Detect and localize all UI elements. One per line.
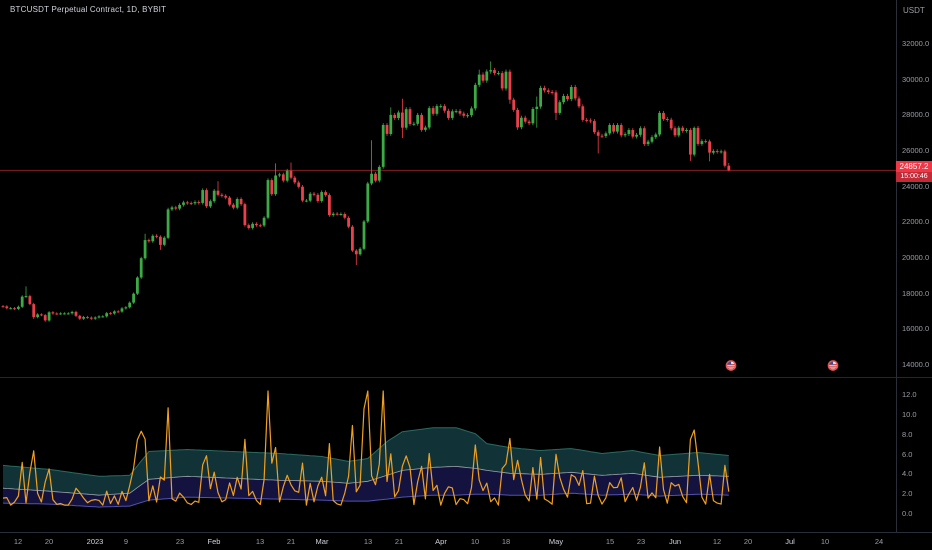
oscillator-line	[2, 390, 730, 506]
price-axis[interactable]: USDT 32000.0 30000.0 28000.0 26000.0 24000.0…	[896, 0, 932, 532]
time-tick-label: 20	[44, 537, 54, 546]
time-tick-label: Jul	[785, 537, 795, 546]
band-fill-upper	[3, 427, 729, 496]
time-tick-label: 18	[501, 537, 511, 546]
time-tick-label: 20	[743, 537, 753, 546]
price-tick-label: 32000.0	[902, 39, 930, 48]
time-tick-label: May	[548, 537, 564, 546]
us-economic-event-flag[interactable]	[725, 360, 737, 371]
band-middle-line	[2, 465, 729, 496]
time-tick-label: 24	[874, 537, 884, 546]
price-tick-label: 20000.0	[902, 253, 930, 262]
time-tick-label: 12	[712, 537, 722, 546]
indicator-tick-label: 12.0	[902, 390, 917, 399]
time-tick-label: 9	[123, 537, 129, 546]
last-price-label: 24857.2 15:00:46	[896, 161, 932, 182]
time-tick-label: Feb	[207, 537, 221, 546]
time-tick-label: 21	[394, 537, 404, 546]
volatility-indicator-pane	[2, 390, 730, 508]
time-tick-label: 10	[470, 537, 480, 546]
time-tick-label: 23	[175, 537, 185, 546]
indicator-tick-label: 2.0	[902, 489, 913, 498]
time-tick-label: Apr	[435, 537, 447, 546]
price-tick-label: 30000.0	[902, 75, 930, 84]
indicator-tick-label: 6.0	[902, 450, 913, 459]
band-lower-line	[2, 492, 729, 508]
time-tick-label: 13	[363, 537, 373, 546]
time-tick-label: 13	[255, 537, 265, 546]
price-tick-label: 26000.0	[902, 146, 930, 155]
time-tick-label: 2023	[86, 537, 104, 546]
band-upper-line	[2, 427, 729, 477]
indicator-tick-label: 0.0	[902, 509, 913, 518]
price-tick-label: 18000.0	[902, 289, 930, 298]
candlestick-series	[1, 61, 731, 322]
indicator-tick-label: 8.0	[902, 430, 913, 439]
chart-svg	[0, 61, 896, 508]
time-tick-label: 10	[820, 537, 830, 546]
time-tick-label: Mar	[315, 537, 329, 546]
indicator-tick-label: 10.0	[902, 410, 917, 419]
indicator-tick-label: 4.0	[902, 469, 913, 478]
price-tick-label: 28000.0	[902, 110, 930, 119]
time-tick-label: 12	[13, 537, 23, 546]
time-tick-label: 15	[605, 537, 615, 546]
price-tick-label: 16000.0	[902, 324, 930, 333]
time-tick-label: 23	[636, 537, 646, 546]
symbol-title[interactable]: BTCUSDT Perpetual Contract, 1D, BYBIT	[10, 5, 167, 14]
bar-countdown-timer: 15:00:46	[896, 172, 932, 182]
time-axis[interactable]: 12 20 2023 9 23 Feb 13 21 Mar 13 21 Apr 10 18 May 15 23 J…	[0, 532, 932, 550]
currency-label: USDT	[903, 6, 925, 15]
pane-divider[interactable]	[0, 377, 932, 378]
main-chart-canvas[interactable]	[0, 0, 896, 532]
price-tick-label: 24000.0	[902, 182, 930, 191]
last-price-value: 24857.2	[896, 161, 932, 172]
price-tick-label: 22000.0	[902, 217, 930, 226]
time-tick-label: Jun	[668, 537, 682, 546]
us-economic-event-flag[interactable]	[827, 360, 839, 371]
price-tick-label: 14000.0	[902, 360, 930, 369]
time-tick-label: 21	[286, 537, 296, 546]
